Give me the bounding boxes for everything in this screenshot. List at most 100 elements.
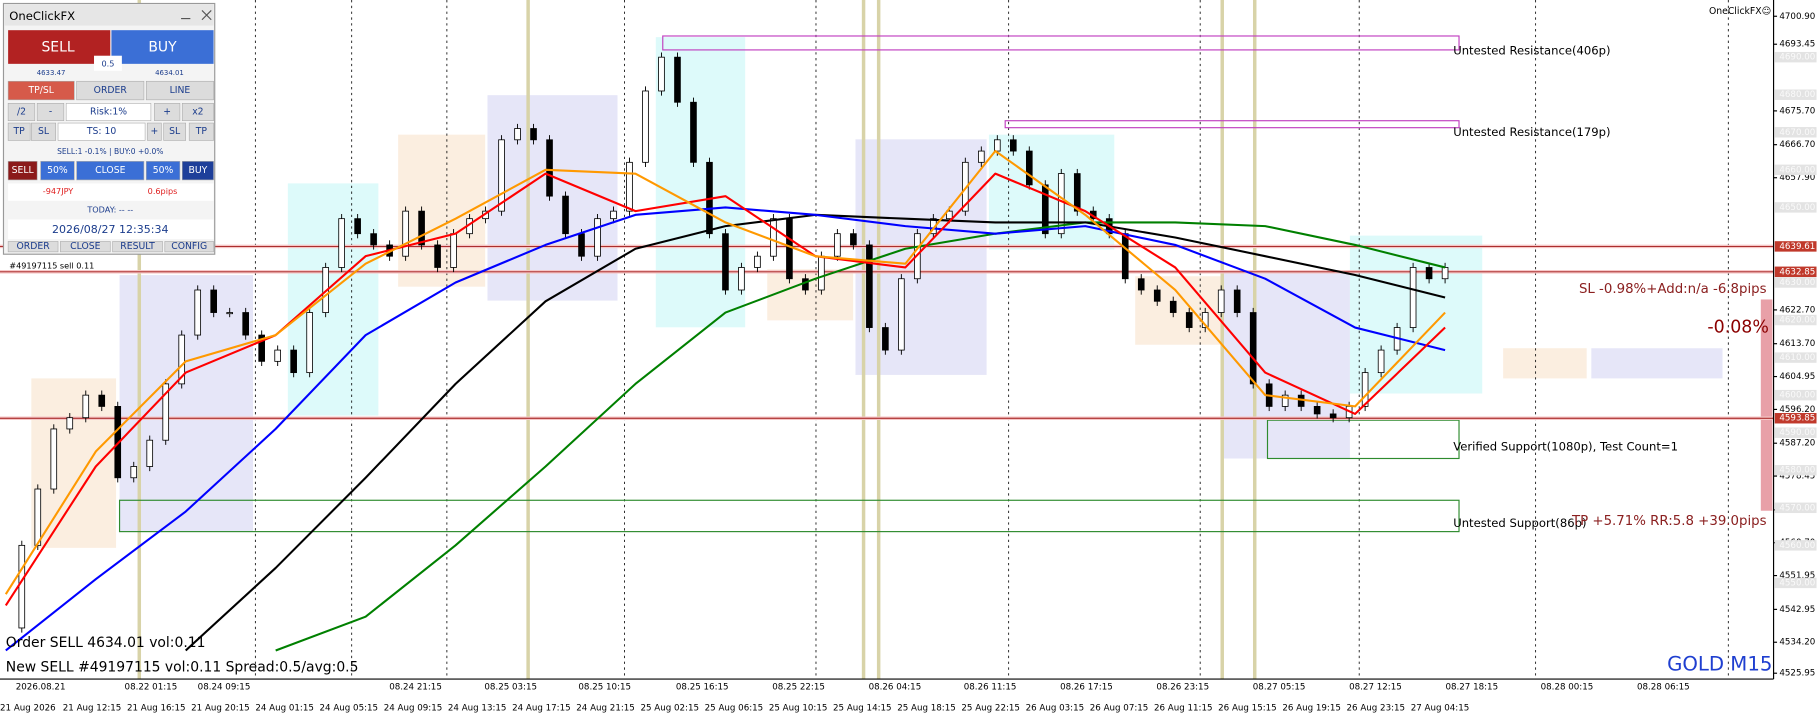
resistance-label: Untested Resistance(179p)	[1453, 125, 1610, 139]
candle	[722, 233, 729, 291]
candle	[962, 161, 969, 212]
time-label: 08.26 23:15	[1156, 683, 1209, 693]
buy-button[interactable]	[111, 30, 214, 64]
panel-button[interactable]	[145, 80, 214, 101]
pips: 0.6pips	[148, 186, 178, 196]
time-label: 08.27 05:15	[1253, 683, 1306, 693]
candle	[450, 233, 457, 268]
candle	[546, 139, 553, 197]
candle	[1009, 139, 1017, 152]
level-label: 4660.00	[1779, 165, 1815, 175]
candle	[898, 278, 905, 351]
candle	[770, 218, 777, 257]
panel-button[interactable]	[7, 103, 36, 122]
panel-button-label: RESULT	[120, 241, 155, 252]
level-label: 4593.85	[1779, 414, 1815, 424]
plot	[0, 52, 1774, 652]
candle	[642, 90, 649, 163]
candle	[1169, 300, 1177, 313]
pnl-percent: -0.08%	[1707, 317, 1769, 337]
time-label: 26 Aug 07:15	[1090, 704, 1149, 714]
level-label: 4590.00	[1779, 428, 1815, 438]
time-label: 08.22 01:15	[125, 683, 178, 693]
time-label: 08.26 11:15	[964, 683, 1017, 693]
panel-button-label: 50%	[47, 165, 68, 176]
panel-button-label: SELL	[12, 165, 35, 176]
panel-button-label: +	[150, 126, 158, 137]
moving-average	[275, 221, 1446, 652]
sell-label: SELL	[41, 40, 74, 56]
candle	[1409, 267, 1417, 328]
panel-button[interactable]	[7, 241, 59, 253]
candle	[1185, 312, 1193, 328]
level-box	[1774, 89, 1817, 100]
panel-button[interactable]	[188, 122, 214, 141]
moving-average	[4, 172, 1446, 607]
panel-button[interactable]	[76, 80, 145, 101]
panel-button[interactable]	[181, 161, 214, 181]
candle	[530, 128, 537, 141]
log-line: New SELL #49197115 vol:0.11 Spread:0.5/a…	[6, 659, 359, 675]
panel-button[interactable]	[36, 103, 65, 122]
candle	[498, 139, 505, 212]
panel-button[interactable]	[154, 103, 181, 122]
pnl: -947JPY	[43, 186, 74, 196]
level-label: 4570.00	[1779, 503, 1815, 513]
candle	[418, 210, 425, 246]
panel-button[interactable]	[57, 122, 146, 141]
panel-button[interactable]	[31, 122, 57, 141]
panel-button[interactable]	[163, 122, 187, 141]
candle	[594, 218, 601, 257]
y-tick-label: 4657.90	[1779, 173, 1815, 183]
candle	[1041, 184, 1049, 235]
panel-button-label: BUY	[188, 165, 207, 176]
y-tick-label: 4551.95	[1779, 571, 1815, 581]
level-label: 4670.00	[1779, 128, 1815, 138]
candle	[1329, 413, 1337, 419]
time-label: 24 Aug 13:15	[448, 704, 507, 714]
session-lines	[137, 0, 1257, 680]
y-tick-label: 4693.45	[1779, 40, 1815, 50]
panel-button-label: LINE	[170, 85, 191, 96]
panel-button[interactable]	[145, 161, 181, 181]
y-tick-label: 4587.20	[1779, 439, 1815, 449]
candle	[786, 218, 793, 280]
time-label: 25 Aug 02:15	[640, 704, 699, 714]
panel-button[interactable]	[40, 161, 75, 181]
candle	[1249, 312, 1257, 385]
time-label: 08.25 16:15	[676, 683, 729, 693]
panel-button[interactable]	[181, 103, 214, 122]
level-box	[1774, 314, 1817, 326]
lot-box[interactable]	[94, 55, 122, 71]
time-label: 08.25 10:15	[578, 683, 631, 693]
candle	[146, 439, 154, 467]
panel-button-label: TP	[13, 126, 26, 137]
panel-button-label: TP	[195, 126, 208, 137]
panel-button-label: Risk:1%	[90, 107, 127, 118]
panel-button[interactable]	[7, 122, 31, 141]
panel-button[interactable]	[60, 241, 111, 253]
level-label: 4630.00	[1779, 278, 1815, 288]
y-tick-label: 4578.45	[1779, 472, 1815, 482]
close-icon[interactable]	[201, 10, 212, 21]
time-label: 08.26 04:15	[869, 683, 922, 693]
panel-button[interactable]	[7, 161, 38, 181]
level-box	[1774, 502, 1817, 514]
panel-button-label: -	[49, 107, 52, 118]
panel-button[interactable]	[112, 241, 163, 253]
panel-button[interactable]	[65, 103, 152, 122]
time-label: 08.27 18:15	[1445, 683, 1498, 693]
pnl-row	[8, 183, 214, 201]
time-label: 25 Aug 14:15	[833, 704, 892, 714]
level-label: 4620.00	[1779, 316, 1815, 326]
panel-button[interactable]	[7, 80, 75, 101]
level-box	[1774, 352, 1817, 363]
candle	[674, 56, 681, 103]
candle	[242, 312, 249, 336]
panel-button[interactable]	[76, 161, 145, 181]
time-label: 26 Aug 19:15	[1282, 704, 1341, 714]
panel-button[interactable]	[164, 241, 214, 253]
sell-button[interactable]	[8, 30, 111, 64]
panel-button-label: CLOSE	[70, 241, 100, 252]
panel-button[interactable]	[147, 122, 162, 141]
